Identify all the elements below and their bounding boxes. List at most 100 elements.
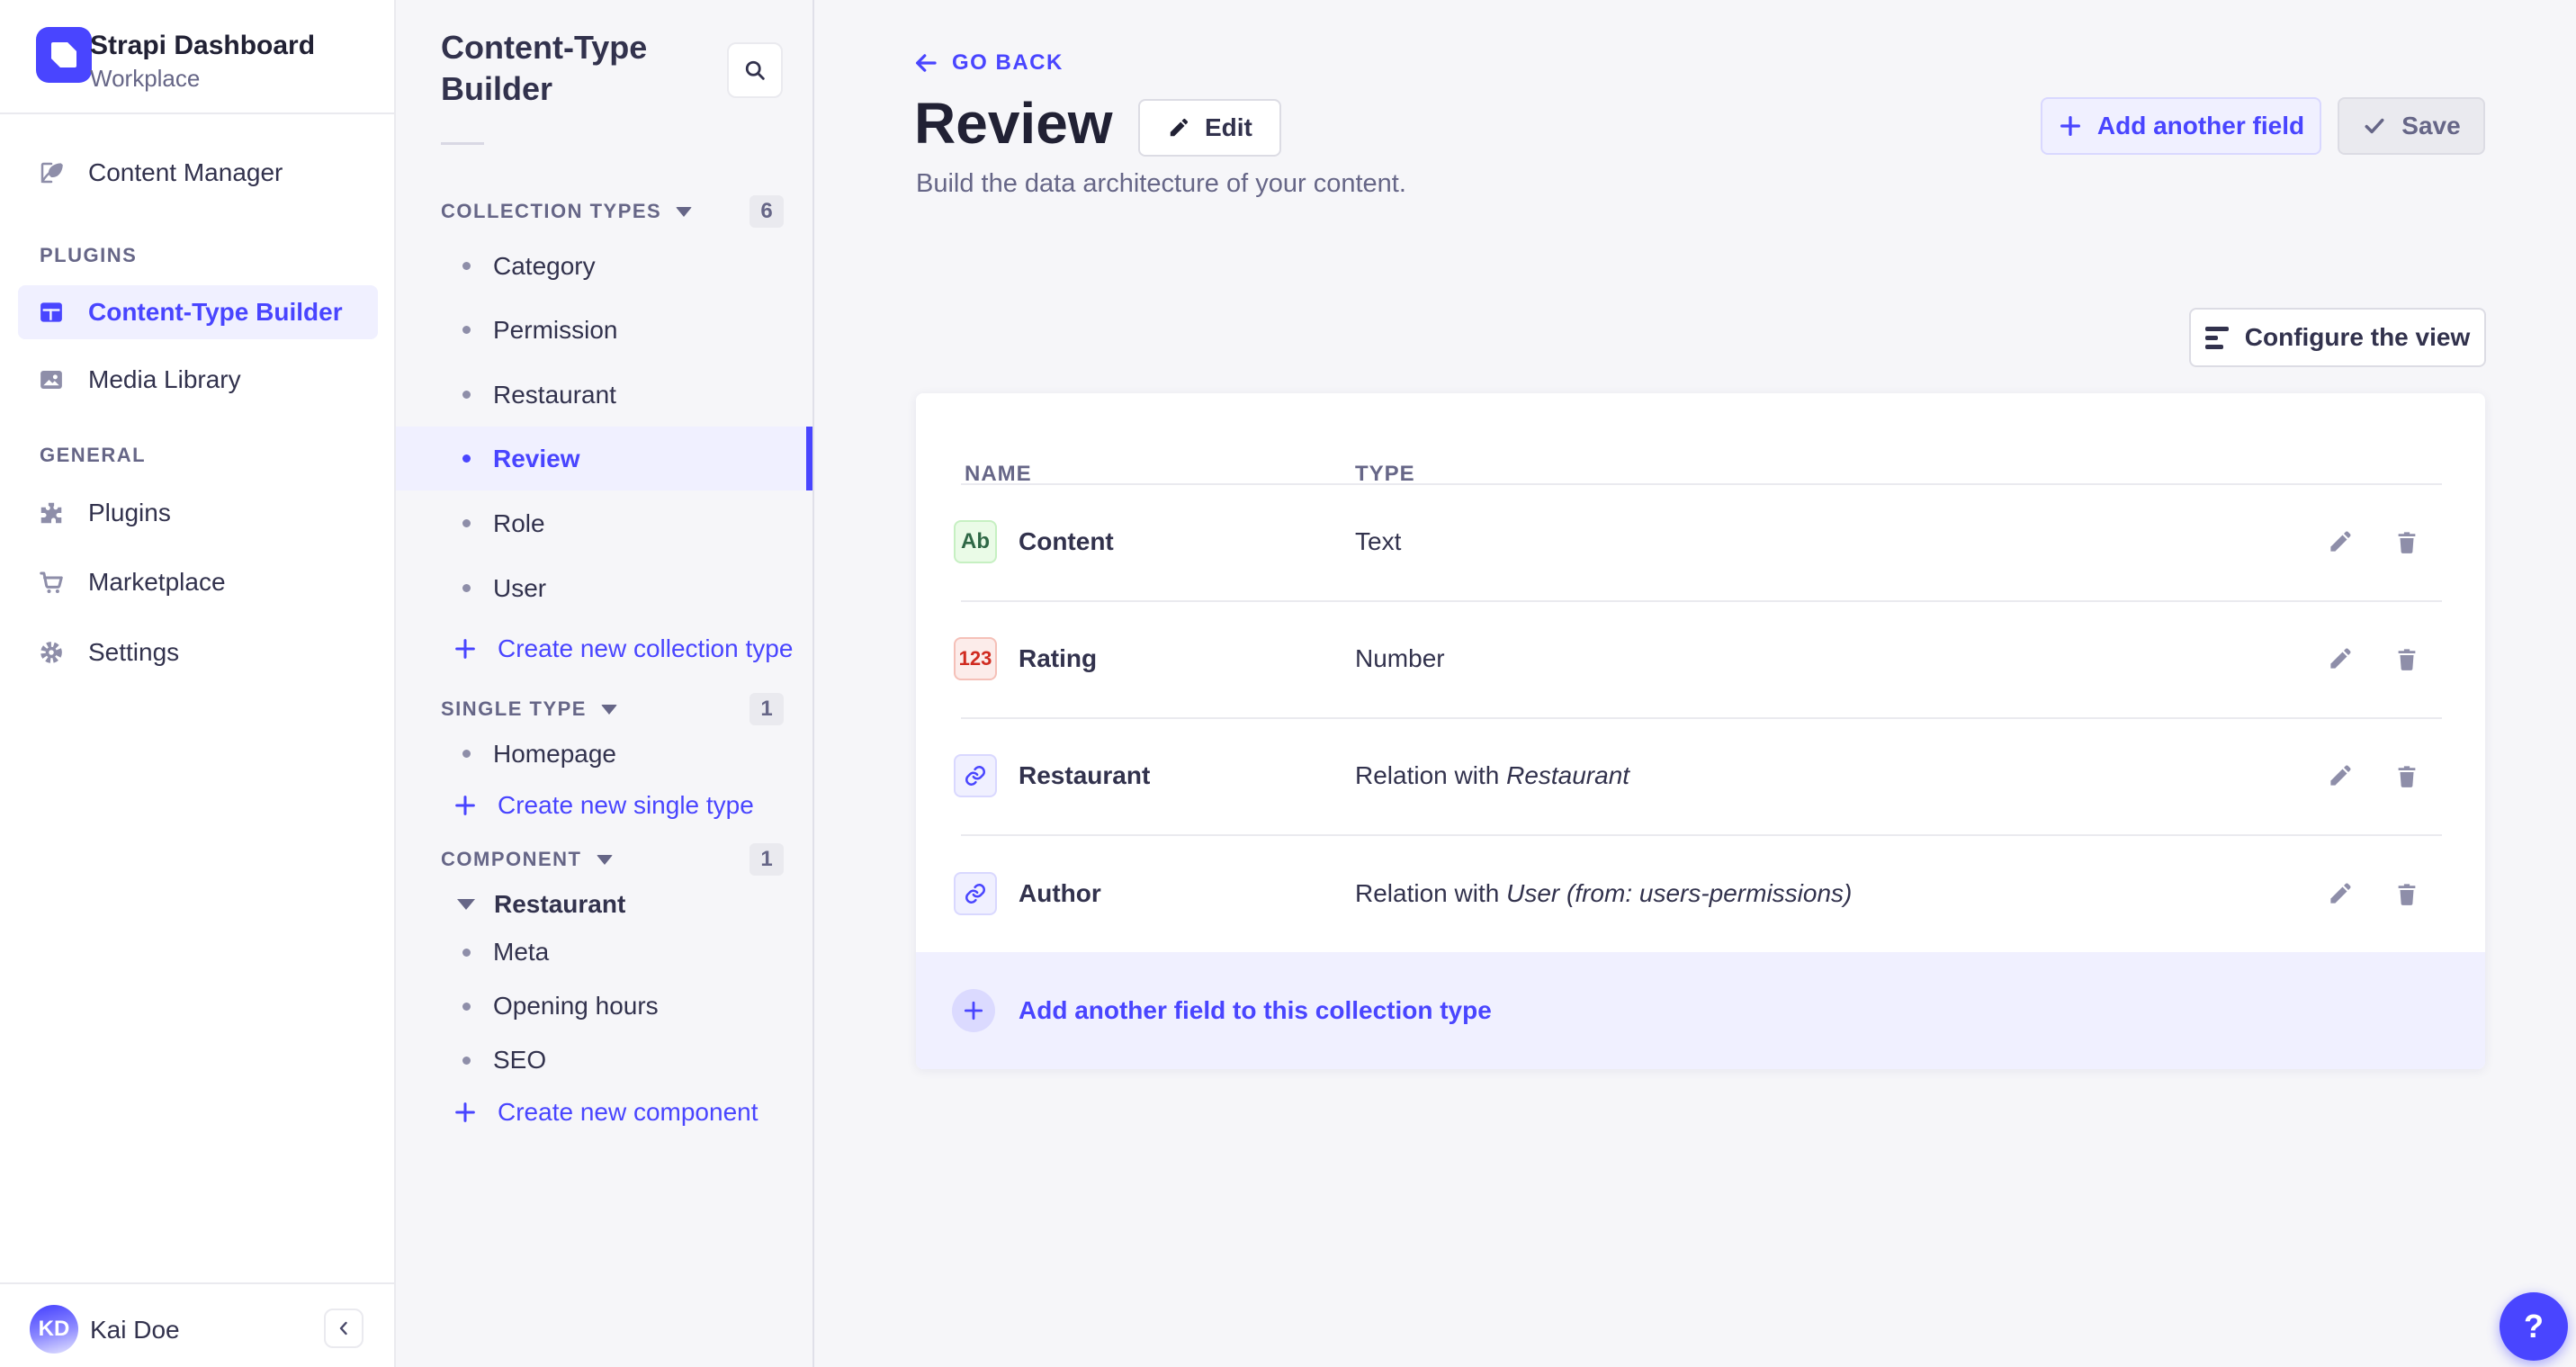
subnav-item-permission[interactable]: Permission [396, 298, 812, 362]
bullet-dot-icon [462, 1002, 471, 1011]
plus-icon [453, 636, 478, 661]
add-another-field-button[interactable]: Add another field [2041, 97, 2321, 155]
subnav-item-seo[interactable]: SEO [396, 1033, 812, 1087]
nav-label: Content-Type Builder [88, 298, 343, 326]
subnav-item-component-restaurant[interactable]: Restaurant [396, 872, 812, 936]
search-button[interactable] [727, 42, 783, 98]
number-field-badge: 123 [954, 637, 997, 680]
filter-lines-icon [2204, 326, 2229, 349]
divider [961, 717, 2442, 719]
add-field-footer-label: Add another field to this collection typ… [1019, 996, 1492, 1024]
section-label: COLLECTION TYPES [441, 200, 662, 222]
help-button[interactable]: ? [2500, 1292, 2568, 1361]
trash-icon [2393, 762, 2420, 789]
subnav-item-restaurant[interactable]: Restaurant [396, 363, 812, 427]
edit-field-button[interactable] [2319, 637, 2362, 680]
edit-field-button[interactable] [2319, 872, 2362, 915]
subnav-item-category[interactable]: Category [396, 234, 812, 298]
user-avatar[interactable]: KD [30, 1305, 78, 1354]
subnav-item-user[interactable]: User [396, 556, 812, 620]
trash-icon [2393, 880, 2420, 907]
nav-content-type-builder[interactable]: Content-Type Builder [18, 285, 378, 339]
nav-label: Content Manager [88, 158, 283, 186]
field-type: Relation with Restaurant [1355, 761, 1630, 789]
section-component[interactable]: COMPONENT 1 [396, 841, 812, 877]
builder-sidebar-title: Content-Type Builder [441, 29, 648, 107]
workspace-name: Workplace [90, 65, 201, 92]
bullet-dot-icon [462, 262, 471, 270]
subnav-item-review-active[interactable]: Review [396, 427, 812, 490]
create-collection-type-link[interactable]: Create new collection type [396, 626, 812, 671]
cart-icon [38, 569, 65, 596]
puzzle-icon [38, 499, 65, 526]
table-row-restaurant: Restaurant Relation with Restaurant [916, 717, 2485, 834]
save-button[interactable]: Save [2338, 97, 2485, 155]
subnav-item-opening-hours[interactable]: Opening hours [396, 979, 812, 1033]
pencil-icon [2327, 762, 2354, 789]
nav-marketplace[interactable]: Marketplace [18, 555, 378, 609]
divider [961, 600, 2442, 602]
plus-icon [453, 793, 478, 818]
nav-label: Marketplace [88, 568, 226, 596]
layout-grid-icon [38, 299, 65, 326]
bullet-dot-icon [462, 750, 471, 758]
app-title: Strapi Dashboard [90, 31, 316, 60]
delete-field-button[interactable] [2385, 754, 2428, 797]
subnav-item-homepage[interactable]: Homepage [396, 722, 812, 786]
bullet-dot-icon [462, 391, 471, 399]
divider [961, 834, 2442, 836]
field-name: Author [1019, 878, 1101, 907]
question-mark-icon: ? [2524, 1308, 2544, 1345]
count-badge: 1 [749, 843, 784, 876]
workspace-switcher[interactable]: Strapi Dashboard Workplace [0, 0, 394, 114]
edit-button[interactable]: Edit [1138, 99, 1281, 157]
nav-settings[interactable]: Settings [18, 625, 378, 679]
user-name: Kai Doe [90, 1316, 180, 1344]
pencil-icon [1167, 116, 1190, 139]
collapse-sidebar-button[interactable] [324, 1309, 364, 1348]
add-field-footer-button[interactable]: Add another field to this collection typ… [916, 952, 2485, 1069]
field-type: Text [1355, 527, 1402, 555]
strapi-logo-icon [36, 27, 92, 83]
table-row-rating: 123 Rating Number [916, 600, 2485, 717]
divider [961, 483, 2442, 485]
count-badge: 6 [749, 195, 784, 228]
create-single-type-link[interactable]: Create new single type [396, 783, 812, 828]
field-type: Relation with User (from: users-permissi… [1355, 878, 1853, 907]
go-back-link[interactable]: GO BACK [912, 47, 1064, 79]
trash-icon [2393, 528, 2420, 555]
chevron-left-icon [335, 1319, 353, 1337]
nav-label: Plugins [88, 499, 171, 526]
configure-view-button[interactable]: Configure the view [2189, 308, 2486, 367]
nav-media-library[interactable]: Media Library [18, 353, 378, 407]
builder-sidebar: Content-Type Builder COLLECTION TYPES 6 … [396, 0, 814, 1367]
edit-field-button[interactable] [2319, 520, 2362, 563]
pencil-icon [2327, 645, 2354, 672]
nav-label: Settings [88, 638, 180, 666]
nav-label: Media Library [88, 365, 241, 393]
edit-field-button[interactable] [2319, 754, 2362, 797]
bullet-dot-icon [462, 519, 471, 527]
nav-plugins[interactable]: Plugins [18, 486, 378, 540]
section-single-type[interactable]: SINGLE TYPE 1 [396, 691, 812, 727]
table-row-author: Author Relation with User (from: users-p… [916, 834, 2485, 952]
relation-field-badge [954, 754, 997, 797]
page-title: Review [914, 91, 1113, 156]
bullet-dot-icon [462, 454, 471, 463]
section-collection-types[interactable]: COLLECTION TYPES 6 [396, 193, 812, 229]
delete-field-button[interactable] [2385, 872, 2428, 915]
field-type: Number [1355, 644, 1445, 672]
feather-pen-icon [38, 159, 65, 186]
count-badge: 1 [749, 693, 784, 725]
check-icon [2362, 113, 2387, 139]
image-icon [38, 366, 65, 393]
field-name: Restaurant [1019, 761, 1151, 789]
nav-content-manager[interactable]: Content Manager [18, 146, 378, 200]
text-field-badge: Ab [954, 520, 997, 563]
subnav-item-meta[interactable]: Meta [396, 925, 812, 979]
subnav-item-role[interactable]: Role [396, 491, 812, 555]
delete-field-button[interactable] [2385, 520, 2428, 563]
create-component-link[interactable]: Create new component [396, 1090, 812, 1135]
delete-field-button[interactable] [2385, 637, 2428, 680]
link-icon [964, 882, 987, 905]
